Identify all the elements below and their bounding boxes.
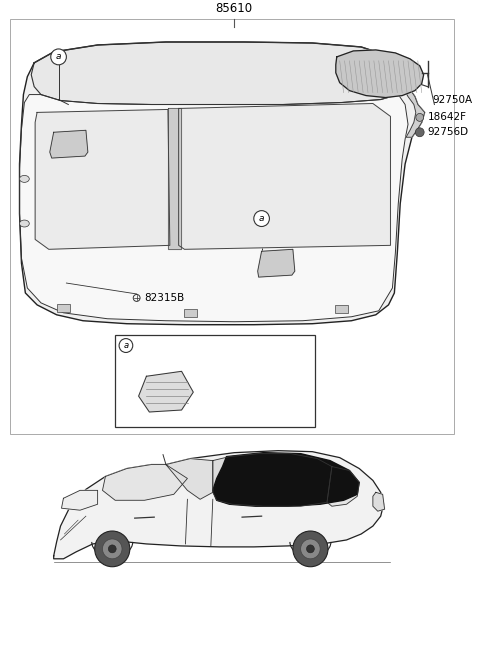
- Bar: [183, 309, 197, 317]
- Polygon shape: [327, 466, 359, 507]
- Text: a: a: [259, 214, 264, 223]
- Circle shape: [108, 545, 116, 553]
- Polygon shape: [336, 50, 424, 97]
- Bar: [10, 19, 454, 434]
- Bar: [115, 334, 315, 427]
- Polygon shape: [166, 459, 213, 499]
- Circle shape: [300, 539, 320, 559]
- Polygon shape: [258, 249, 295, 277]
- Polygon shape: [61, 490, 97, 510]
- Circle shape: [293, 531, 328, 567]
- Text: 92756D: 92756D: [428, 127, 468, 137]
- Circle shape: [51, 49, 66, 65]
- Circle shape: [415, 128, 424, 137]
- Polygon shape: [20, 95, 408, 322]
- Polygon shape: [404, 89, 425, 137]
- Circle shape: [254, 211, 269, 227]
- Circle shape: [119, 338, 133, 352]
- Circle shape: [95, 531, 130, 567]
- Circle shape: [307, 545, 314, 553]
- Polygon shape: [139, 371, 193, 412]
- Text: a: a: [56, 53, 61, 61]
- Polygon shape: [373, 492, 384, 511]
- Polygon shape: [179, 104, 390, 249]
- Bar: [57, 304, 70, 312]
- Ellipse shape: [20, 220, 29, 227]
- Polygon shape: [35, 110, 170, 249]
- Circle shape: [103, 539, 122, 559]
- Text: 82315B: 82315B: [144, 293, 185, 303]
- Polygon shape: [54, 451, 384, 559]
- Circle shape: [416, 114, 424, 122]
- Polygon shape: [213, 453, 359, 507]
- Polygon shape: [103, 464, 187, 500]
- Polygon shape: [20, 42, 425, 325]
- Polygon shape: [50, 130, 88, 158]
- Polygon shape: [213, 453, 332, 507]
- Text: 89855B: 89855B: [143, 340, 183, 351]
- Polygon shape: [31, 42, 410, 104]
- Text: 85610: 85610: [216, 2, 253, 15]
- Ellipse shape: [20, 175, 29, 183]
- Bar: [335, 305, 348, 313]
- Text: a: a: [123, 341, 129, 350]
- Text: 18642F: 18642F: [428, 112, 467, 122]
- Polygon shape: [168, 108, 180, 249]
- Text: 92750A: 92750A: [432, 95, 472, 104]
